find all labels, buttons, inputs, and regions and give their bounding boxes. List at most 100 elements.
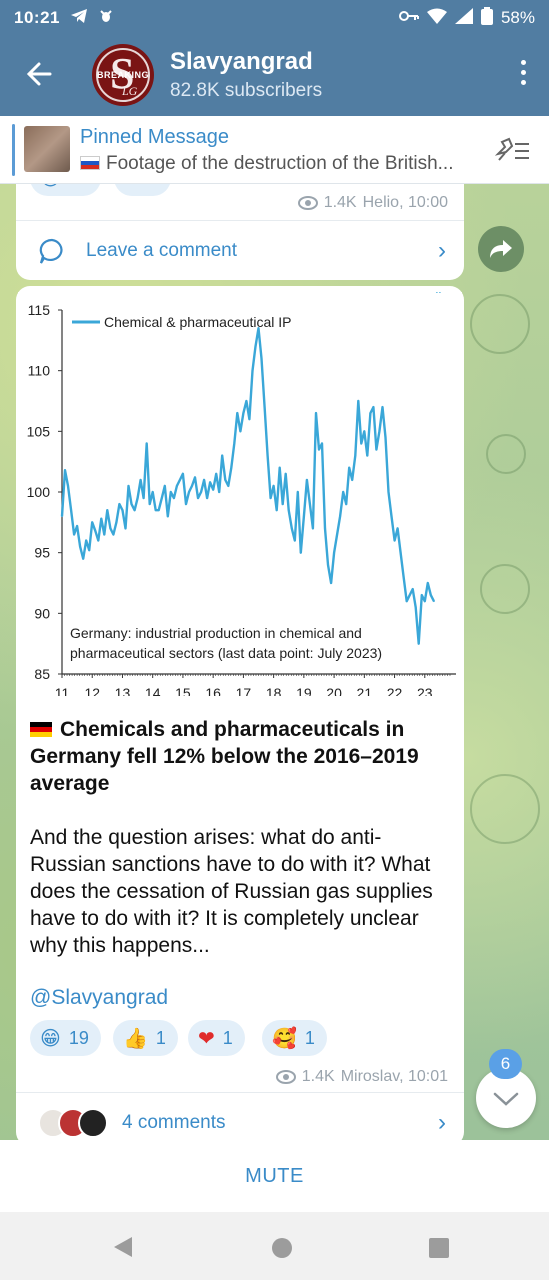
more-menu-button[interactable] [519,60,527,92]
data-point [275,509,278,512]
reaction-heart[interactable]: ❤5 [114,184,171,196]
chevron-right-icon: › [438,1108,446,1136]
y-tick-label: 100 [27,484,51,500]
data-point [302,515,305,518]
forward-arrow-icon [490,240,512,258]
nav-back-button[interactable] [112,1236,134,1263]
data-point [384,436,387,439]
data-point [420,594,423,597]
views-eye-icon [297,196,318,210]
data-point [357,400,360,402]
data-point [290,527,293,530]
data-point [224,478,227,481]
chat-area[interactable]: 😁27 ❤5 1.4K Helio, 10:00 Leave a comment… [0,184,549,1140]
data-point [233,442,236,445]
nav-recents-button[interactable] [428,1237,450,1264]
data-point [269,497,272,499]
y-tick-label: 110 [28,363,51,379]
mute-button[interactable]: MUTE [0,1140,549,1212]
channel-avatar[interactable]: S BREAKING LG [92,44,154,106]
data-point [342,491,345,493]
data-point [263,406,266,408]
russia-flag-icon [80,156,100,170]
data-point [163,485,166,487]
data-point [324,527,326,530]
data-point [245,400,248,402]
data-point [194,476,196,479]
data-point [106,509,109,512]
wifi-icon [426,8,447,29]
data-point [330,582,332,584]
reaction-smiling-hearts[interactable]: 🥰 1 [262,1020,327,1056]
data-point [136,497,139,499]
x-tick-label: 20 [326,685,342,696]
data-point [417,642,420,645]
x-tick-label: 17 [236,685,252,696]
data-point [375,448,378,451]
square-recents-icon [429,1238,449,1258]
x-tick-label: 16 [205,685,221,696]
unpin-icon [494,137,529,161]
x-tick-label: 22 [387,685,403,696]
data-point [426,582,429,584]
reaction-heart[interactable]: ❤ 1 [188,1020,245,1056]
data-point [175,485,178,487]
data-point [103,533,106,536]
data-point [333,551,335,554]
data-point [112,533,115,536]
data-point [85,539,88,542]
pinned-text: Footage of the destruction of the Britis… [80,153,485,175]
data-point [381,406,384,408]
data-point [236,412,239,415]
data-point [124,527,127,530]
data-point [399,551,402,554]
x-tick-label: 18 [266,685,282,696]
telegram-notification-icon [70,8,88,29]
data-point [185,503,187,506]
chart-image[interactable]: 85 90 95 100 105 110 115 11 12 13 14 15 16 17 18 19 20 21… [18,291,462,701]
data-point [145,442,148,445]
data-point [79,545,82,548]
arrow-left-icon [26,62,52,86]
data-point [215,472,218,475]
post-meta: 1.4K Miroslav, 10:01 [275,1068,448,1086]
data-point [197,497,199,499]
y-tick-label: 95 [34,545,50,561]
channel-title[interactable]: Slavyangrad [170,48,313,75]
pinned-message-bar[interactable]: Pinned Message Footage of the destructio… [0,116,549,184]
data-point [378,430,381,433]
system-navigation-bar [0,1212,549,1280]
battery-icon [480,6,493,30]
reaction-grin[interactable]: 😁 19 [30,1020,101,1056]
data-point [221,454,224,457]
data-point [64,469,66,472]
channel-mention-link[interactable]: @Slavyangrad [30,986,169,1009]
reaction-grin[interactable]: 😁27 [30,184,101,196]
data-point [315,412,317,415]
data-point [305,478,308,481]
data-point [439,291,441,293]
y-tick-label: 105 [27,423,51,439]
data-point [94,529,97,532]
comments-button[interactable]: 4 comments › [16,1092,464,1140]
back-button[interactable] [22,56,58,92]
data-point [396,527,399,530]
data-point [369,412,372,415]
leave-comment-button[interactable]: Leave a comment › [16,220,464,280]
data-point [278,466,281,469]
data-point [327,563,329,566]
data-point [411,588,414,590]
data-point [88,549,91,552]
chevron-right-icon: › [438,236,446,264]
x-tick-label: 14 [145,685,161,696]
nav-home-button[interactable] [271,1237,293,1264]
data-point [121,509,124,512]
share-button[interactable] [478,226,524,272]
pinned-list-button[interactable] [494,136,531,164]
data-point [348,466,351,469]
series-line [60,327,435,645]
reaction-thumbs-up[interactable]: 👍 1 [113,1020,178,1056]
x-tick-label: 15 [175,685,191,696]
data-point [414,606,417,609]
chat-header: S BREAKING LG Slavyangrad 82.8K subscrib… [0,36,549,116]
